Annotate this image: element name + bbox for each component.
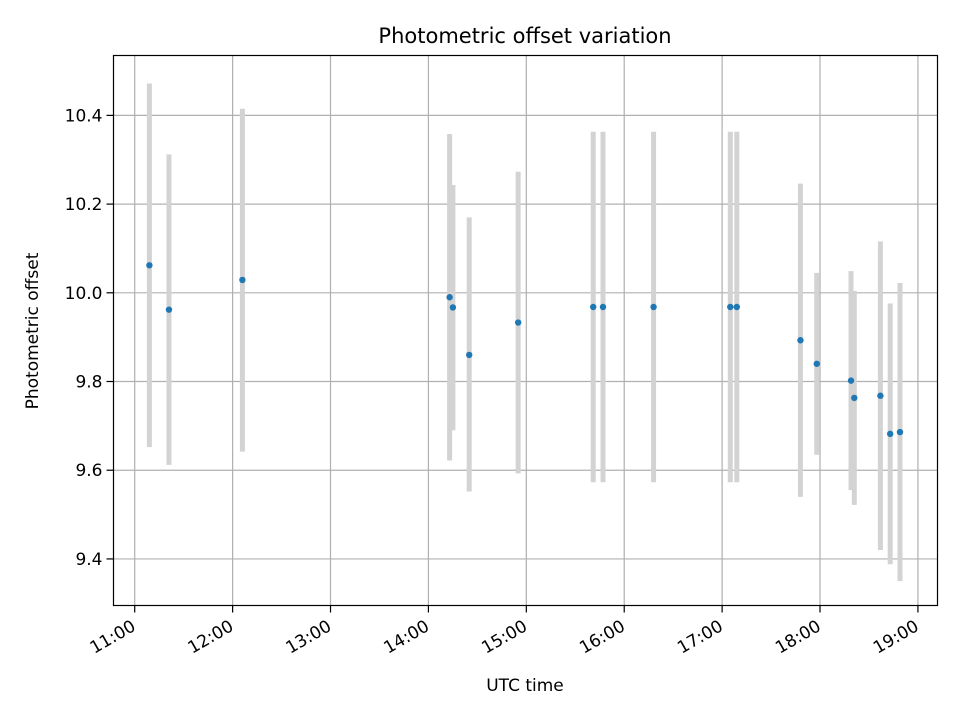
data-point — [886, 430, 894, 438]
data-point — [446, 294, 453, 301]
data-point — [239, 276, 246, 284]
y-axis-label: Photometric offset — [23, 252, 43, 409]
y-tick-label: 9.4 — [75, 550, 102, 570]
data-point — [165, 306, 173, 313]
data-point — [146, 262, 153, 269]
chart-title: Photometric offset variation — [378, 24, 671, 48]
data-point — [733, 303, 741, 311]
data-point — [797, 337, 804, 344]
data-point — [590, 303, 597, 311]
data-point — [851, 394, 858, 402]
data-points — [146, 262, 904, 438]
y-tick-label: 10.2 — [65, 195, 103, 215]
y-tick-label: 10.0 — [65, 284, 103, 304]
data-point — [813, 360, 820, 367]
y-tick-label: 10.4 — [65, 106, 103, 126]
plot-frame — [112, 54, 939, 607]
data-point — [847, 377, 855, 384]
data-point — [599, 303, 607, 311]
data-point — [877, 392, 884, 399]
data-point — [449, 304, 457, 311]
y-tick-label: 9.6 — [75, 461, 102, 481]
data-point — [650, 303, 657, 311]
y-axis-ticks: 9.4 9.6 9.8 10.0 10.2 10.4 — [65, 106, 114, 570]
x-axis-label: UTC time — [486, 676, 564, 696]
y-tick-label: 9.8 — [75, 373, 102, 393]
data-point — [896, 428, 904, 436]
data-point — [466, 351, 473, 359]
data-point — [514, 319, 522, 326]
data-point — [727, 303, 734, 311]
